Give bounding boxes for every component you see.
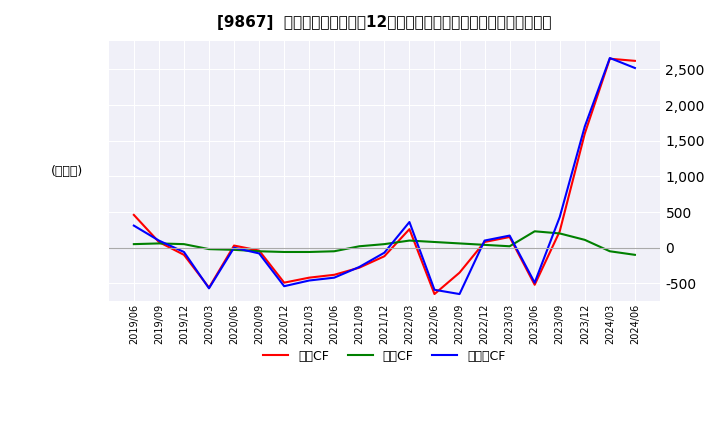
- Line: フリーCF: フリーCF: [134, 58, 635, 294]
- フリーCF: [179, 249, 188, 255]
- フリーCF: [130, 223, 138, 228]
- 営業CF: [179, 252, 188, 257]
- 営業CF: [255, 248, 264, 253]
- 投資CF: [280, 249, 289, 255]
- 営業CF: [606, 56, 614, 61]
- 投資CF: [130, 242, 138, 247]
- フリーCF: [505, 233, 514, 238]
- 投資CF: [204, 246, 213, 252]
- 投資CF: [305, 249, 313, 255]
- Line: 投資CF: 投資CF: [134, 231, 635, 255]
- 投資CF: [179, 242, 188, 247]
- フリーCF: [606, 55, 614, 61]
- 投資CF: [505, 244, 514, 249]
- フリーCF: [455, 291, 464, 297]
- 営業CF: [380, 253, 389, 259]
- Title: [9867]  キャッシュフローの12か月移動合計の対前年同期増減額の推移: [9867] キャッシュフローの12か月移動合計の対前年同期増減額の推移: [217, 15, 552, 30]
- フリーCF: [555, 214, 564, 220]
- 営業CF: [305, 275, 313, 280]
- 営業CF: [230, 243, 238, 248]
- フリーCF: [480, 238, 489, 243]
- 投資CF: [430, 239, 438, 245]
- 営業CF: [405, 227, 414, 232]
- 投資CF: [631, 252, 639, 257]
- 営業CF: [355, 265, 364, 270]
- Y-axis label: (百万円): (百万円): [51, 165, 84, 177]
- 投資CF: [380, 242, 389, 247]
- 投資CF: [606, 249, 614, 254]
- フリーCF: [405, 220, 414, 225]
- 投資CF: [480, 242, 489, 247]
- 営業CF: [204, 285, 213, 290]
- Line: 営業CF: 営業CF: [134, 59, 635, 294]
- 営業CF: [155, 239, 163, 245]
- フリーCF: [330, 275, 338, 280]
- 投資CF: [230, 247, 238, 253]
- フリーCF: [580, 124, 589, 129]
- フリーCF: [305, 278, 313, 283]
- 投資CF: [455, 241, 464, 246]
- 投資CF: [555, 231, 564, 236]
- 投資CF: [580, 237, 589, 242]
- 営業CF: [531, 282, 539, 287]
- 投資CF: [405, 238, 414, 243]
- 営業CF: [555, 229, 564, 234]
- 営業CF: [505, 235, 514, 240]
- 投資CF: [355, 244, 364, 249]
- フリーCF: [631, 66, 639, 71]
- 営業CF: [130, 212, 138, 217]
- 営業CF: [455, 270, 464, 275]
- 投資CF: [330, 249, 338, 254]
- フリーCF: [355, 264, 364, 270]
- フリーCF: [255, 251, 264, 256]
- Legend: 営業CF, 投資CF, フリーCF: 営業CF, 投資CF, フリーCF: [258, 345, 510, 368]
- 投資CF: [531, 229, 539, 234]
- 営業CF: [580, 131, 589, 136]
- フリーCF: [280, 283, 289, 289]
- フリーCF: [204, 286, 213, 291]
- 投資CF: [255, 249, 264, 254]
- フリーCF: [230, 245, 238, 250]
- フリーCF: [155, 238, 163, 243]
- 営業CF: [480, 239, 489, 245]
- 営業CF: [330, 272, 338, 278]
- フリーCF: [380, 250, 389, 255]
- 投資CF: [155, 241, 163, 246]
- 営業CF: [280, 280, 289, 285]
- 営業CF: [631, 58, 639, 63]
- フリーCF: [531, 280, 539, 285]
- 営業CF: [430, 291, 438, 297]
- フリーCF: [430, 287, 438, 293]
